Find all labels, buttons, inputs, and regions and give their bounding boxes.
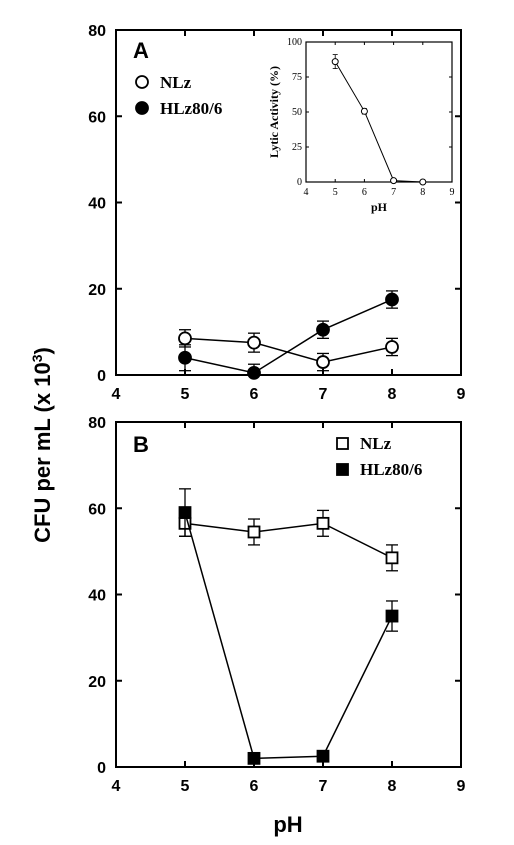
legend-nlz-label: NLz <box>160 73 192 92</box>
panel-b-series-1-point <box>180 507 191 518</box>
inset-x-axis-label: pH <box>371 200 388 214</box>
panel-b-series-1-line <box>185 513 392 759</box>
panel-b-marks <box>179 489 398 764</box>
panel-a-x-tick-label: 5 <box>181 386 190 403</box>
panel-a-series-1-point <box>317 324 329 336</box>
panel-a-y-tick-label: 0 <box>97 368 106 385</box>
panel-a-x-tick-label: 8 <box>388 386 397 403</box>
inset-y-axis-label: Lytic Activity (%) <box>267 66 281 158</box>
legend-b-hlz-label: HLz80/6 <box>360 460 422 479</box>
x-axis-label: pH <box>273 812 302 837</box>
panel-a-x-tick-label: 9 <box>457 386 466 403</box>
inset-series-0-point <box>361 108 367 114</box>
panel-a-series-0-point <box>317 356 329 368</box>
panel-a-series-1-point <box>248 367 260 379</box>
panel-b-x-tick-label: 7 <box>319 778 328 795</box>
panel-a-legend: NLz HLz80/6 <box>136 73 222 118</box>
panel-a-series-0-point <box>248 337 260 349</box>
inset-y-tick-label: 75 <box>292 72 302 83</box>
panel-b-series-0-point <box>249 526 260 537</box>
panel-b-y-tick-label: 0 <box>97 760 106 777</box>
legend-b-nlz-label: NLz <box>360 434 392 453</box>
panel-a-series-0-line <box>185 338 392 362</box>
panel-a: 4 5 6 7 8 9 0 20 40 60 80 A NLz HLz80/6 4 5 6 7 8 9 0 25 5… <box>88 23 465 403</box>
panel-b-x-tick-label: 9 <box>457 778 466 795</box>
inset-x-tick-label: 8 <box>420 187 425 198</box>
y-axis-label: CFU per mL (x 103) <box>29 347 55 543</box>
panel-b-x-tick-label: 8 <box>388 778 397 795</box>
inset-marks <box>332 55 426 185</box>
panel-b: 4 5 6 7 8 9 0 20 40 60 80 B NLz HLz80/6 <box>88 415 465 795</box>
legend-b-hlz-marker <box>337 464 348 475</box>
panel-b-x-tick-label: 4 <box>112 778 121 795</box>
panel-a-y-tick-label: 80 <box>88 23 106 40</box>
panel-b-series-0-point <box>387 552 398 563</box>
panel-b-x-tick-label: 6 <box>250 778 259 795</box>
inset-x-tick-label: 6 <box>362 187 367 198</box>
panel-a-letter: A <box>133 38 149 63</box>
panel-a-y-tick-label: 60 <box>88 109 106 126</box>
panel-b-y-tick-label: 20 <box>88 674 106 691</box>
panel-a-x-tick-label: 6 <box>250 386 259 403</box>
panel-b-series-1-point <box>249 753 260 764</box>
panel-b-series-1-point <box>387 611 398 622</box>
inset-ticks: 4 5 6 7 8 9 0 25 50 75 100 <box>287 37 455 198</box>
legend-hlz-marker <box>136 102 148 114</box>
panel-b-series-1-point <box>318 751 329 762</box>
legend-hlz-label: HLz80/6 <box>160 99 222 118</box>
panel-a-series-0-point <box>179 332 191 344</box>
inset-series-0-point <box>391 178 397 184</box>
panel-b-y-tick-label: 60 <box>88 501 106 518</box>
inset-series-0-line <box>335 62 423 182</box>
panel-b-series-0-point <box>318 518 329 529</box>
inset-x-tick-label: 9 <box>450 187 455 198</box>
panel-b-legend: NLz HLz80/6 <box>337 434 422 479</box>
panel-b-series-0-line <box>185 523 392 558</box>
inset-x-tick-label: 4 <box>304 187 309 198</box>
panel-a-x-tick-label: 4 <box>112 386 121 403</box>
panel-a-series-1-point <box>179 352 191 364</box>
panel-a-marks <box>179 291 398 379</box>
inset-y-tick-label: 100 <box>287 37 302 48</box>
panel-a-y-tick-label: 40 <box>88 196 106 213</box>
inset-x-tick-label: 7 <box>391 187 396 198</box>
inset-x-tick-label: 5 <box>333 187 338 198</box>
inset-y-tick-label: 25 <box>292 142 302 153</box>
panel-a-x-tick-label: 7 <box>319 386 328 403</box>
panel-b-y-tick-label: 40 <box>88 588 106 605</box>
legend-nlz-marker <box>136 76 148 88</box>
inset-y-tick-label: 0 <box>297 177 302 188</box>
legend-b-nlz-marker <box>337 438 348 449</box>
inset-series-0-point <box>332 59 338 65</box>
panel-b-y-tick-label: 80 <box>88 415 106 432</box>
panel-a-series-1-point <box>386 294 398 306</box>
inset-frame <box>306 42 452 182</box>
panel-b-letter: B <box>133 432 149 457</box>
panel-a-series-1-line <box>185 300 392 373</box>
panel-a-inset: 4 5 6 7 8 9 0 25 50 75 100 pH Lytic Activity (%) <box>267 37 455 214</box>
panel-a-y-tick-label: 20 <box>88 282 106 299</box>
inset-y-tick-label: 50 <box>292 107 302 118</box>
panel-a-series-0-point <box>386 341 398 353</box>
panel-b-x-tick-label: 5 <box>181 778 190 795</box>
inset-series-0-point <box>420 179 426 185</box>
